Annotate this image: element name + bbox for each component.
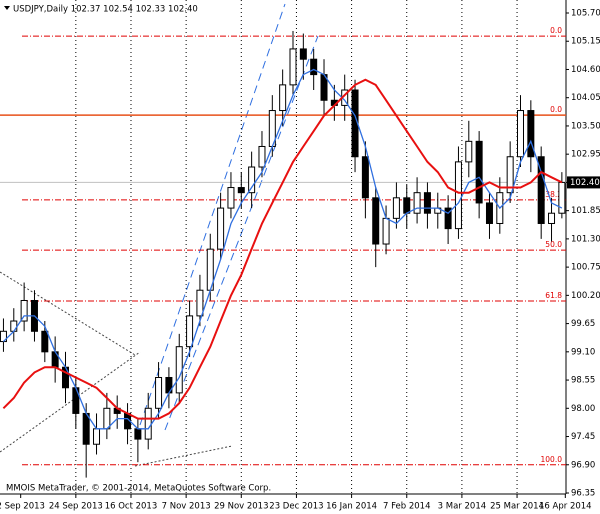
y-tick-label: 99.10: [571, 347, 595, 357]
x-tick-label: 23 Dec 2013: [269, 502, 323, 512]
moving-average: [2, 78, 563, 420]
candle-body: [217, 207, 225, 250]
y-tick-label: 101.85: [571, 206, 600, 216]
candle-body: [413, 192, 421, 214]
y-tick-label: 98.00: [571, 404, 595, 414]
candle-body: [258, 145, 266, 168]
candle-body: [134, 428, 142, 440]
y-tick-label: 97.45: [571, 432, 595, 442]
y-tick-label: 105.70: [571, 9, 600, 19]
candle-body: [10, 320, 18, 332]
y-tick-label: 99.65: [571, 319, 595, 329]
candle-body: [485, 202, 493, 224]
candle-body: [423, 192, 431, 214]
level-label: 38.2: [545, 190, 562, 199]
x-tick-label: 29 Nov 2013: [214, 502, 268, 512]
y-tick-label: 100.20: [571, 291, 600, 301]
candle-body: [465, 140, 473, 163]
candle-body: [227, 187, 235, 209]
candle-body: [186, 315, 194, 348]
x-tick-label: 7 Nov 2013: [162, 502, 211, 512]
x-tick-label: 7 Feb 2014: [383, 502, 431, 512]
support-line: [134, 445, 233, 467]
copyright: MMOIS MetaTrader, © 2001-2014, MetaQuote…: [6, 484, 271, 494]
candle-body: [516, 110, 524, 158]
candle-body: [527, 110, 535, 158]
level-label: 61.8: [545, 291, 562, 300]
candle-body: [41, 330, 49, 353]
candle-body: [537, 156, 545, 224]
candle-body: [93, 428, 101, 445]
level-label: 0.0: [550, 105, 562, 114]
menu-arrow[interactable]: [4, 6, 10, 10]
candle-body: [372, 197, 380, 245]
y-tick-label: 104.60: [571, 65, 600, 75]
x-tick-label: 24 Sep 2013: [49, 502, 103, 512]
x-tick-label: 16 Apr 2014: [539, 502, 592, 512]
y-tick-label: 96.90: [571, 460, 595, 470]
candle-body: [144, 407, 152, 440]
candle-body: [196, 289, 204, 317]
candle-body: [103, 407, 111, 430]
x-tick-label: 25 Mar 2014: [490, 502, 544, 512]
candle-body: [403, 197, 411, 214]
candle-body: [382, 217, 390, 245]
candle-body: [289, 48, 297, 86]
candle-body: [475, 140, 483, 204]
level-label: 0.0: [550, 26, 562, 35]
current-price-box: [567, 176, 600, 189]
candle-body: [237, 187, 245, 194]
triangle-line: [0, 271, 136, 356]
candle-body: [558, 181, 566, 214]
candle-body: [444, 207, 452, 230]
x-tick-label: 16 Jan 2014: [326, 502, 377, 512]
candle-body: [248, 166, 256, 194]
x-tick-label: 2 Sep 2013: [0, 502, 45, 512]
plot: 0.0 0.0 38.2 50.0 61.8 100.0: [0, 0, 566, 493]
x-tick-label: 16 Oct 2013: [105, 502, 158, 512]
candle-body: [175, 346, 183, 394]
candle-body: [20, 299, 28, 322]
channel-line: [139, 3, 286, 426]
y-tick-label: 101.30: [571, 234, 600, 244]
y-tick-label: 103.50: [571, 121, 600, 131]
candle-body: [506, 156, 514, 194]
candle-body: [548, 212, 556, 224]
candle-body: [310, 58, 318, 76]
triangle-line: [0, 351, 141, 453]
candle-body: [279, 84, 287, 112]
current-price-label: 102.40: [570, 178, 600, 188]
candle-body: [392, 197, 400, 219]
y-tick-label: 98.55: [571, 376, 595, 386]
y-tick-label: 104.05: [571, 93, 600, 103]
candle-body: [299, 48, 307, 60]
level-label: 100.0: [541, 455, 563, 464]
x-tick-label: 3 Mar 2014: [438, 502, 486, 512]
candle-body: [82, 412, 90, 445]
y-tick-label: 102.95: [571, 150, 600, 160]
candle-body: [454, 161, 462, 230]
y-tick-label: 96.35: [571, 489, 595, 499]
candle-body: [361, 156, 369, 199]
candle-body: [155, 376, 163, 409]
level-label: 50.0: [545, 240, 562, 249]
y-tick-label: 105.15: [571, 37, 600, 47]
moving-average: [2, 68, 563, 430]
y-tick-label: 100.75: [571, 263, 600, 273]
chart-title: USDJPY,Daily 102.37 102.54 102.33 102.40: [13, 5, 198, 15]
